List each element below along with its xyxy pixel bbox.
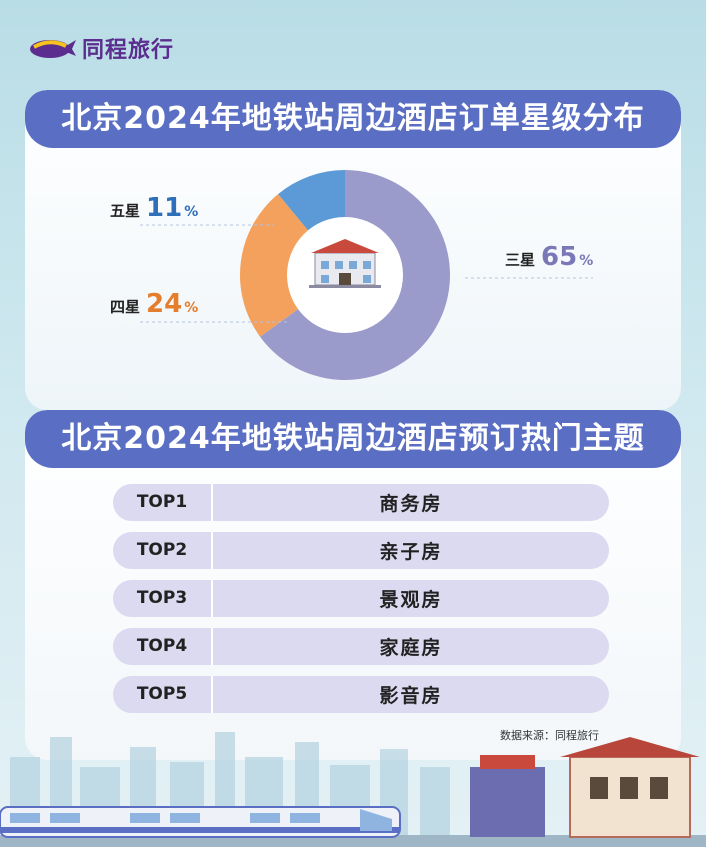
ranking-row: TOP1 商务房 [113, 484, 609, 521]
ranking-row: TOP5 影音房 [113, 676, 609, 713]
theme-name: 家庭房 [379, 637, 443, 659]
rank-label: TOP4 [113, 628, 213, 665]
city-skyline-illustration [0, 732, 706, 847]
ranking-list: TOP1 商务房 TOP2 亲子房 TOP3 景观房 TOP4 家庭房 TOP5… [113, 484, 609, 724]
star-donut-chart: 三星 65 % 四星 24 % 五星 11% [110, 170, 593, 380]
brand-logo: 同程旅行 [28, 32, 174, 64]
whale-logo-icon [30, 40, 76, 58]
slice-label: 五星 11% [110, 193, 198, 223]
hotel-building-icon [309, 239, 381, 288]
hotel-buildings-illustration [470, 737, 700, 838]
theme-name: 景观房 [379, 589, 443, 611]
rank-label: TOP1 [113, 484, 213, 521]
ranking-row: TOP4 家庭房 [113, 628, 609, 665]
ranking-row: TOP2 亲子房 [113, 532, 609, 569]
theme-name: 商务房 [379, 493, 443, 515]
chart-title: 北京2024年地铁站周边酒店订单星级分布 [25, 90, 681, 148]
star-distribution-panel: 北京2024年地铁站周边酒店订单星级分布 三星 65% 四星 24% 五星 11% [25, 90, 681, 410]
slice-label: 四星 24% [110, 289, 198, 319]
train-illustration [0, 806, 401, 838]
rank-label: TOP3 [113, 580, 213, 617]
ranking-row: TOP3 景观房 [113, 580, 609, 617]
theme-name: 亲子房 [379, 541, 443, 563]
rank-label: TOP5 [113, 676, 213, 713]
theme-name: 影音房 [379, 685, 443, 707]
slice-label: 三星 65% [505, 242, 593, 272]
brand-name: 同程旅行 [82, 38, 175, 63]
ranking-title: 北京2024年地铁站周边酒店预订热门主题 [25, 410, 681, 468]
theme-ranking-panel: 北京2024年地铁站周边酒店预订热门主题 TOP1 商务房 TOP2 亲子房 T… [25, 410, 681, 760]
rank-label: TOP2 [113, 532, 213, 569]
data-source: 数据来源：同程旅行 [500, 729, 599, 742]
